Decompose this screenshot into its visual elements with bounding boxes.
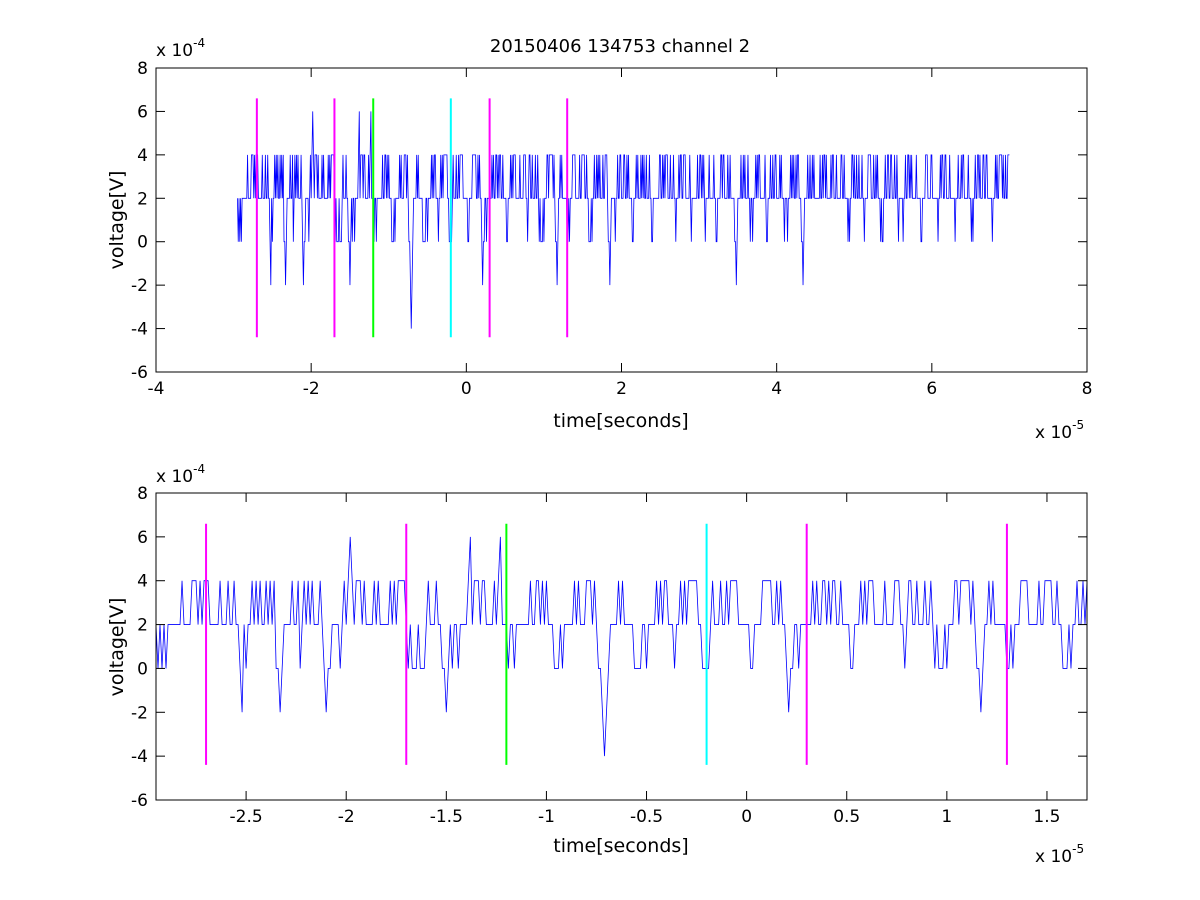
bottom-subplot: -2.5 -2 -1.5 -1 -0.5 0 0.5 1 1.5 -6 -4 -2 0 2 4 6 8 time…: [106, 462, 1088, 867]
bottom-y-axis-label: voltage[V]: [106, 598, 128, 697]
top-x-tick-label: -4: [148, 379, 165, 399]
bottom-marker-layer: [205, 523, 1008, 765]
top-y-multiplier-exp: -4: [193, 36, 205, 50]
top-marker-layer: [255, 98, 569, 338]
top-y-tick-label: -4: [131, 320, 148, 340]
top-y-multiplier: x 10-4: [156, 36, 205, 61]
bottom-signal-layer: [156, 536, 1087, 757]
bottom-plot-area: [156, 493, 1087, 800]
top-x-multiplier: x 10-5: [1035, 418, 1084, 443]
bottom-x-tick-label: 0: [741, 807, 752, 827]
top-y-tick-label: 0: [137, 233, 148, 253]
top-y-tick-label: 8: [137, 59, 148, 79]
bottom-x-tick-label: -2.5: [230, 807, 263, 827]
bottom-x-tick-label: -2: [338, 807, 355, 827]
top-x-multiplier-exp: -5: [1072, 418, 1084, 432]
bottom-x-tick-label: -1.5: [430, 807, 463, 827]
bottom-y-multiplier-exp: -4: [193, 462, 205, 476]
bottom-x-tick-label: 1: [941, 807, 952, 827]
top-signal-layer: [237, 111, 1010, 329]
top-x-tick-label: 2: [616, 379, 627, 399]
top-y-tick-label: -2: [131, 276, 148, 296]
top-x-axis-label: time[seconds]: [553, 410, 688, 432]
bottom-x-multiplier-base: x 10: [1035, 847, 1072, 867]
top-plot-area: [156, 68, 1087, 372]
bottom-x-multiplier-exp: -5: [1072, 842, 1084, 856]
bottom-y-tick-label: -2: [131, 703, 148, 723]
figure-title: 20150406 134753 channel 2: [490, 36, 750, 57]
bottom-y-multiplier-base: x 10: [156, 467, 193, 487]
bottom-x-tick-label: -1: [538, 807, 555, 827]
top-x-tick-label: 6: [926, 379, 937, 399]
top-y-tick-label: -6: [131, 363, 148, 383]
top-x-tick-label: 4: [771, 379, 782, 399]
top-y-axis-label: voltage[V]: [106, 171, 128, 270]
bottom-x-tick-label: 1.5: [1033, 807, 1060, 827]
top-y-tick-label: 2: [137, 189, 148, 209]
bottom-signal-trace: [156, 536, 1087, 757]
bottom-x-axis-label: time[seconds]: [553, 835, 688, 857]
bottom-axes-box: [155, 492, 1088, 801]
top-x-tick-label: 8: [1082, 379, 1093, 399]
bottom-x-multiplier: x 10-5: [1035, 842, 1084, 867]
top-y-tick-label: 4: [137, 146, 148, 166]
bottom-y-tick-label: -4: [131, 747, 148, 767]
top-x-tick-label: 0: [461, 379, 472, 399]
top-y-tick-label: 6: [137, 102, 148, 122]
bottom-y-multiplier: x 10-4: [156, 462, 205, 487]
bottom-y-tick-label: 6: [137, 528, 148, 548]
top-x-tick-label: -2: [303, 379, 320, 399]
bottom-y-tick-label: 4: [137, 572, 148, 592]
bottom-x-tick-label: 0.5: [833, 807, 860, 827]
bottom-y-tick-label: -6: [131, 791, 148, 811]
bottom-tick-layer: -2.5 -2 -1.5 -1 -0.5 0 0.5 1 1.5 -6 -4 -2 0 2 4 6 8: [131, 484, 1087, 827]
bottom-y-tick-label: 2: [137, 616, 148, 636]
bottom-y-tick-label: 8: [137, 484, 148, 504]
bottom-y-tick-label: 0: [137, 659, 148, 679]
top-y-multiplier-base: x 10: [156, 41, 193, 61]
top-signal-trace: [237, 111, 1010, 329]
bottom-x-tick-label: -0.5: [630, 807, 663, 827]
top-x-multiplier-base: x 10: [1035, 423, 1072, 443]
